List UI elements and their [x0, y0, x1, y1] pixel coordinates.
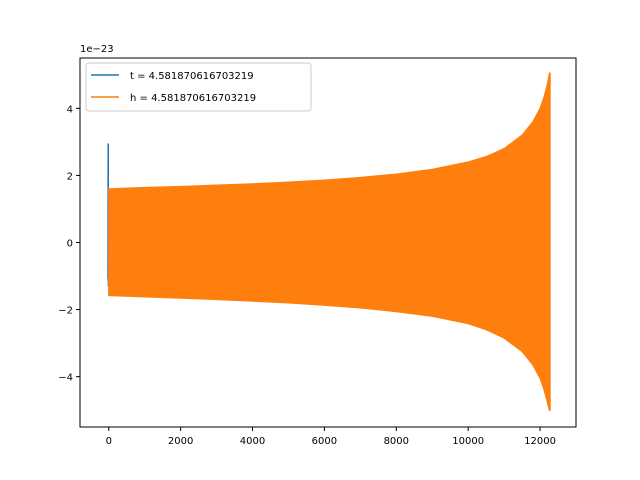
x-tick-label: 4000	[240, 436, 265, 447]
y-tick-label: −2	[58, 306, 73, 317]
x-tick-label: 12000	[524, 436, 556, 447]
legend-label: h = 4.581870616703219	[130, 93, 256, 104]
y-axis-offset-label: 1e−23	[80, 44, 114, 55]
x-tick-label: 8000	[384, 436, 409, 447]
legend-box	[85, 62, 312, 112]
axis-ticks: 0 2000 4000 6000 8000 10000 12000 −4 −2 0 2 4	[58, 104, 556, 447]
x-tick-label: 0	[106, 436, 112, 447]
y-tick-label: 0	[67, 239, 73, 250]
plot-series-group	[107, 72, 551, 411]
y-tick-label: 4	[67, 104, 73, 115]
series-area-h	[108, 72, 551, 411]
y-tick-label: 2	[67, 171, 73, 182]
y-tick-label: −4	[58, 373, 73, 384]
plot-area	[107, 72, 551, 411]
legend-label: t = 4.581870616703219	[130, 71, 254, 82]
x-tick-label: 6000	[312, 436, 337, 447]
legend: t = 4.581870616703219 h = 4.5818706167032…	[85, 62, 312, 112]
x-tick-label: 10000	[452, 436, 484, 447]
x-tick-label: 2000	[168, 436, 193, 447]
